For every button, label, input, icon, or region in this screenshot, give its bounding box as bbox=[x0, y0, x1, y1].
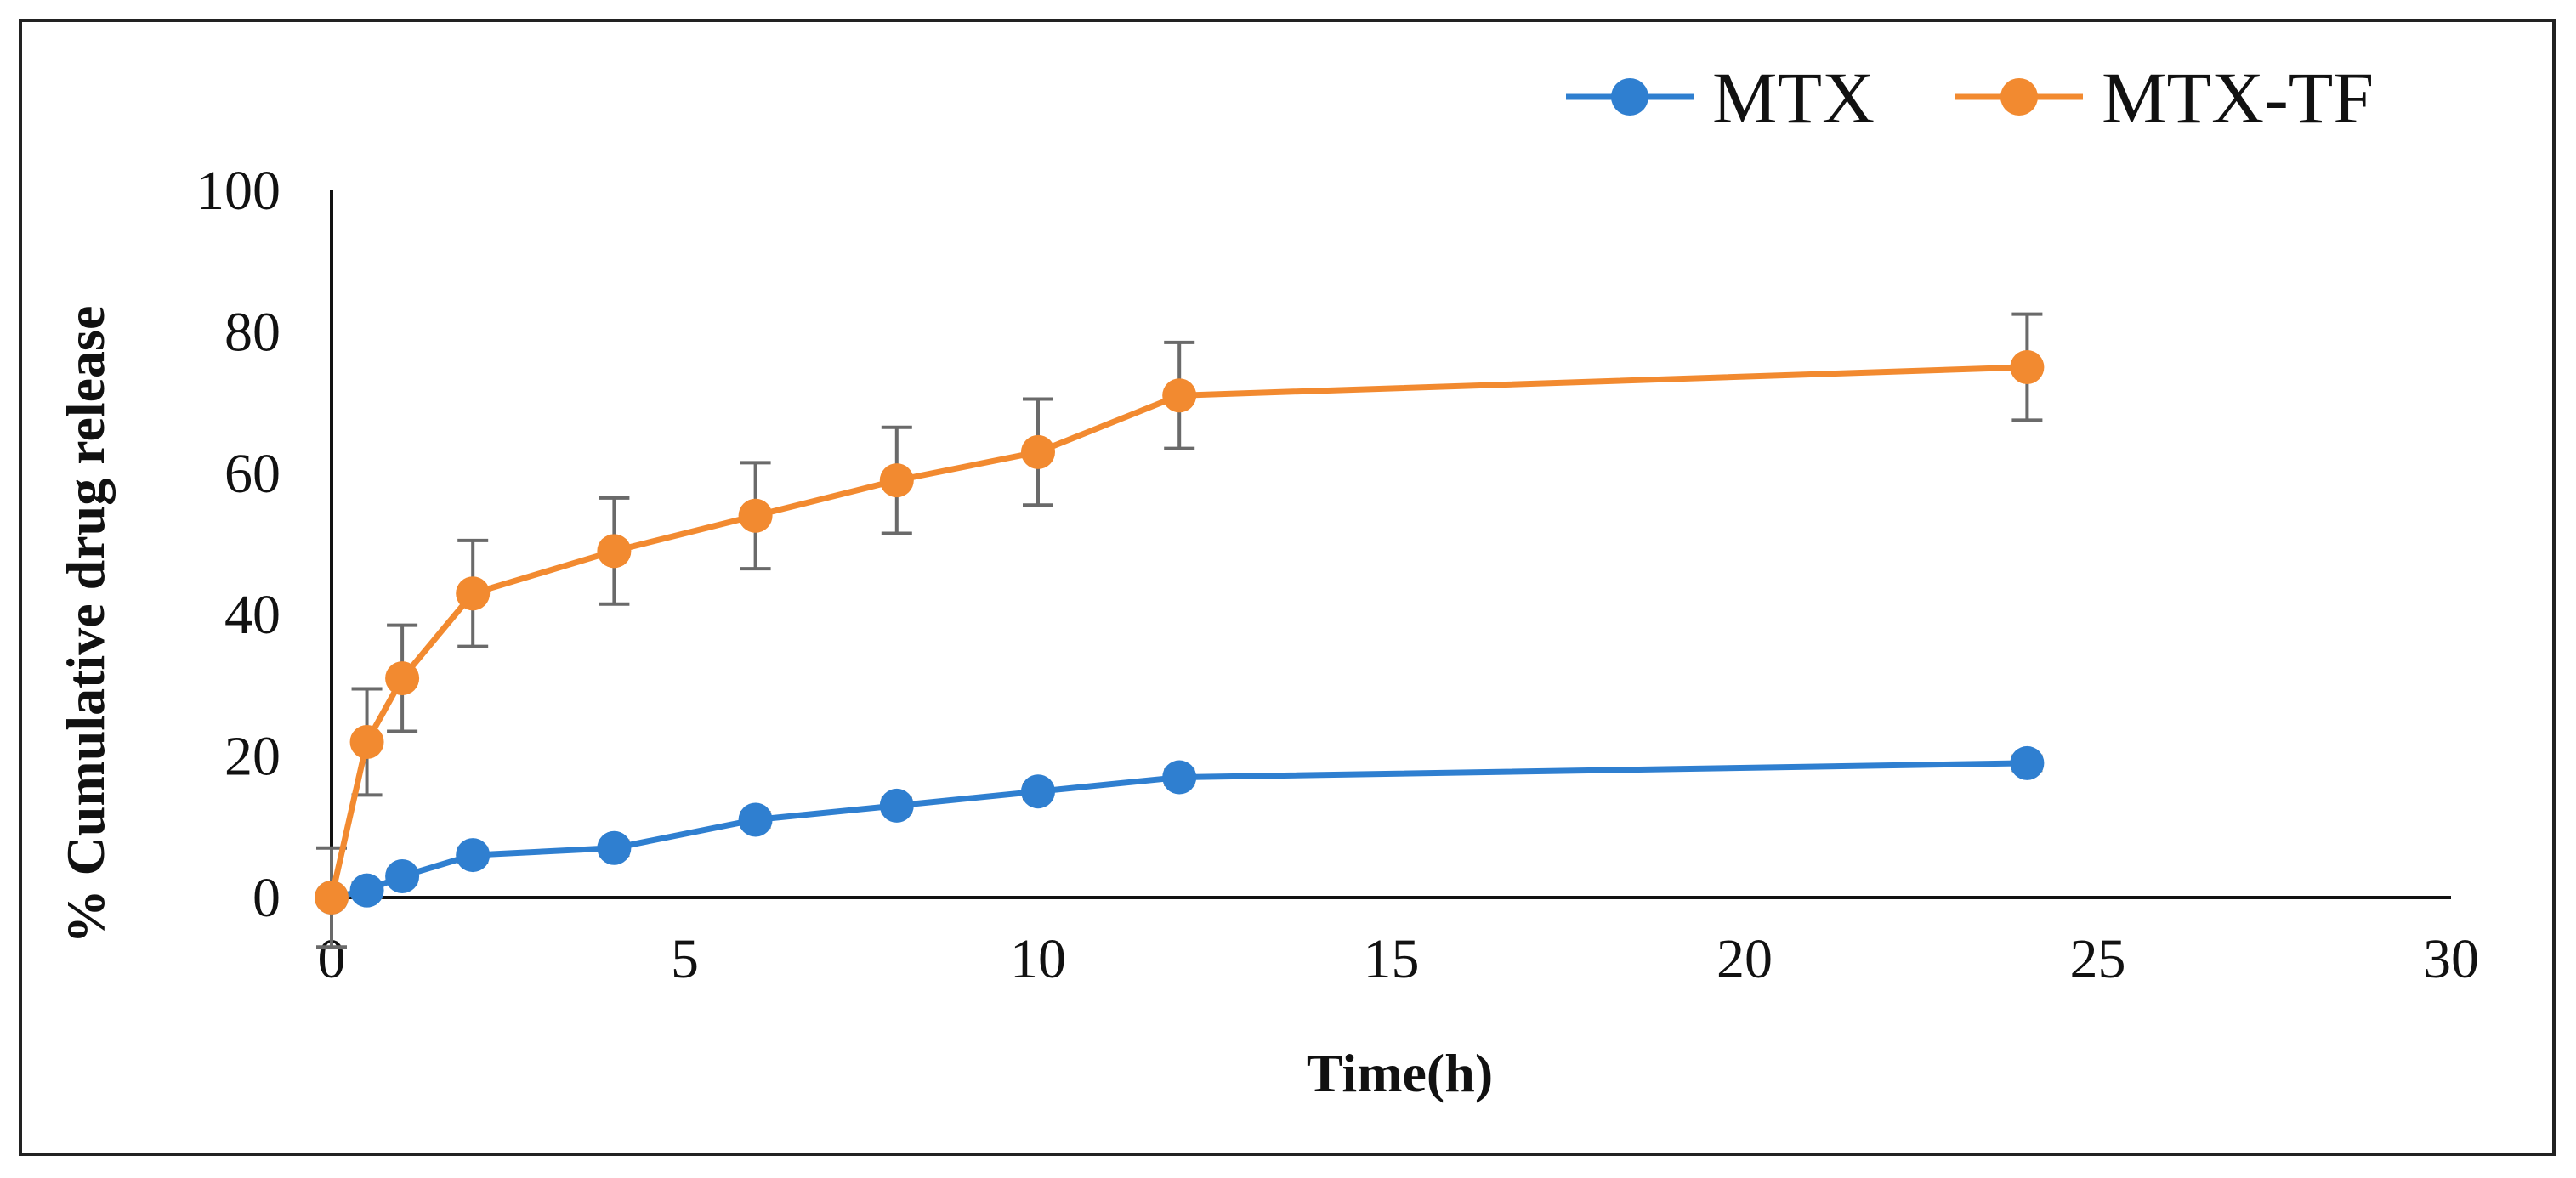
data-point bbox=[456, 838, 491, 873]
y-tick-label: 20 bbox=[224, 726, 281, 788]
x-axis-label: Time(h) bbox=[1307, 1043, 1493, 1103]
chart: 0 20 40 60 80 100 0 5 10 15 20 25 30 MTX MTX-TF Time… bbox=[55, 57, 2480, 1103]
data-point bbox=[2010, 350, 2045, 384]
x-tick-label: 5 bbox=[671, 928, 699, 990]
y-tick-label: 40 bbox=[224, 584, 281, 646]
figure-frame: 0 20 40 60 80 100 0 5 10 15 20 25 30 MTX MTX-TF Time… bbox=[19, 19, 2556, 1156]
data-point bbox=[315, 881, 349, 915]
data-point bbox=[597, 534, 632, 569]
data-point bbox=[2010, 745, 2045, 780]
legend-item-mtx: MTX bbox=[1566, 57, 1875, 139]
data-point bbox=[1021, 434, 1055, 469]
data-point bbox=[879, 463, 914, 498]
x-tick-label: 30 bbox=[2423, 928, 2479, 990]
x-tick-label: 10 bbox=[1010, 928, 1066, 990]
legend-item-mtx-tf: MTX-TF bbox=[1955, 57, 2374, 139]
y-tick-label: 100 bbox=[196, 160, 281, 222]
data-point bbox=[385, 859, 420, 894]
series-layer bbox=[315, 312, 2045, 949]
x-tick-label: 15 bbox=[1364, 928, 1420, 990]
y-axis-label: % Cumulative drug release bbox=[55, 306, 116, 944]
legend-marker bbox=[2000, 78, 2038, 116]
series-mtx bbox=[315, 745, 2045, 915]
series-mtx-tf bbox=[315, 312, 2045, 949]
data-point bbox=[349, 724, 384, 759]
data-point bbox=[738, 802, 773, 837]
legend-label: MTX-TF bbox=[2102, 57, 2374, 139]
data-point bbox=[597, 830, 632, 865]
axes bbox=[330, 190, 2451, 899]
legend-label: MTX bbox=[1712, 57, 1875, 139]
data-point bbox=[1162, 760, 1197, 795]
legend: MTX MTX-TF bbox=[1566, 57, 2374, 139]
x-tick-labels: 0 5 10 15 20 25 30 bbox=[318, 928, 2480, 990]
series-line bbox=[331, 760, 2028, 901]
y-tick-labels: 0 20 40 60 80 100 bbox=[196, 160, 281, 929]
x-tick-label: 20 bbox=[1716, 928, 1773, 990]
data-point bbox=[879, 788, 914, 823]
data-point bbox=[738, 498, 773, 533]
data-point bbox=[456, 576, 491, 611]
data-point bbox=[1162, 378, 1197, 413]
y-tick-label: 80 bbox=[224, 301, 281, 363]
y-tick-label: 0 bbox=[252, 867, 281, 929]
x-tick-label: 25 bbox=[2070, 928, 2126, 990]
data-point bbox=[1021, 774, 1055, 809]
legend-marker bbox=[1611, 78, 1648, 116]
series-line bbox=[328, 364, 2028, 898]
data-point bbox=[385, 661, 420, 696]
y-tick-label: 60 bbox=[224, 443, 281, 505]
data-point bbox=[349, 873, 384, 908]
